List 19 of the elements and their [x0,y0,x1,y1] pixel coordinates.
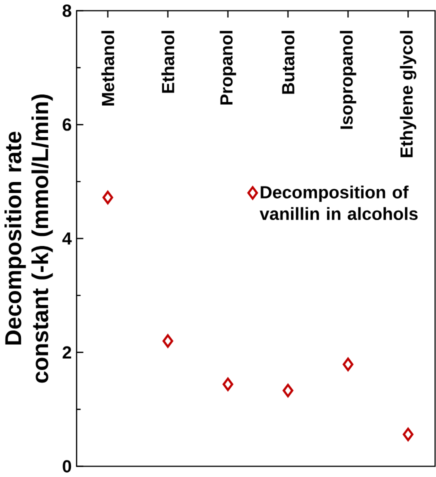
point [102,190,114,204]
x-tick-label: Ethanol [162,30,174,93]
x-tick-label: Ethylene glycol [400,30,416,158]
x-tick-label: Propanol [220,30,236,104]
point [222,378,234,392]
x-tick-label: Butanol [282,30,295,94]
y-tick-label: 8 [62,4,72,17]
point [342,358,354,372]
point [402,428,414,442]
x-tick-label: Methanol [101,30,114,106]
y-tick-label: 6 [62,118,72,131]
x-tick-label: Isopropanol [340,30,356,129]
point [282,384,294,398]
legend-label: Decomposition of vanillin in alcohols [260,186,418,220]
y-tick-label: 0 [62,460,72,472]
y-tick-label: 2 [62,346,72,359]
y-axis-title: Decomposition rate constant (-k) (mmol/L/min) [4,94,53,383]
y-tick-label: 4 [62,232,72,245]
point [162,334,174,348]
